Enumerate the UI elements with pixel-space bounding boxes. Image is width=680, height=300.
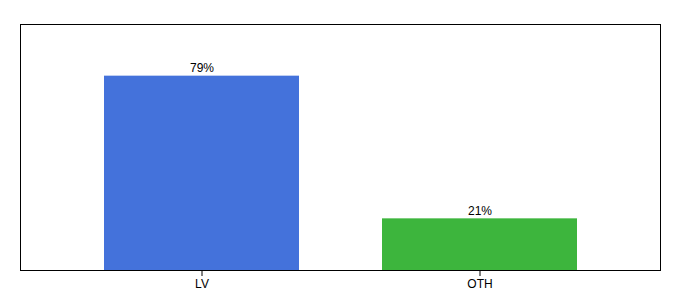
svg-text:OTH: OTH (467, 277, 492, 291)
svg-text:79%: 79% (190, 61, 214, 75)
svg-text:LV: LV (195, 277, 209, 291)
svg-text:21%: 21% (468, 204, 492, 218)
